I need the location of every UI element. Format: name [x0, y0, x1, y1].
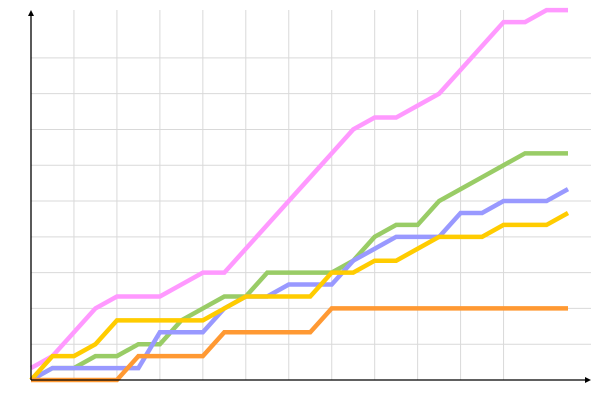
- series-line-5: [31, 306, 568, 383]
- series-line-4: [29, 211, 570, 382]
- series-line-2: [29, 151, 568, 382]
- y-axis-arrow-icon: [28, 10, 34, 16]
- series-lines: [29, 7, 570, 383]
- series-line-1: [29, 7, 568, 371]
- series-line-3: [29, 187, 570, 382]
- x-axis-arrow-icon: [585, 377, 591, 383]
- axes: [28, 10, 591, 383]
- grid: [31, 10, 591, 380]
